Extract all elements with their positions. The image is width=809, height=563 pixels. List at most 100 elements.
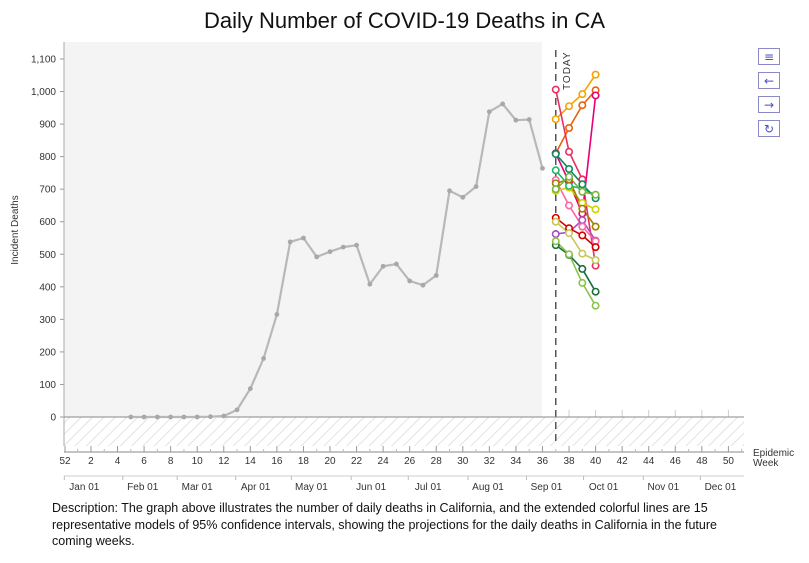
forecast-point xyxy=(578,278,587,287)
forecast-point xyxy=(565,123,574,132)
week-tick-label: 28 xyxy=(431,456,443,467)
forecast-point xyxy=(578,187,587,196)
forecast-point xyxy=(565,181,574,190)
forecast-point xyxy=(578,264,587,273)
observed-point xyxy=(301,235,306,241)
week-tick-label: 4 xyxy=(115,456,121,467)
week-tick-label: 2 xyxy=(88,456,94,467)
forecast-point xyxy=(591,287,600,296)
forecast-point xyxy=(591,205,600,214)
observed-point xyxy=(141,414,147,420)
week-tick-label: 14 xyxy=(245,456,257,467)
forecast-point xyxy=(591,70,600,79)
observed-point xyxy=(394,261,399,267)
forecast-series-line xyxy=(555,175,596,196)
week-tick-label: 32 xyxy=(484,456,496,467)
x-axis-label: Epidemic Week xyxy=(753,448,794,469)
forecast-point xyxy=(551,230,560,239)
observed-point xyxy=(274,312,280,317)
observed-point xyxy=(261,356,266,361)
week-tick-label: 42 xyxy=(617,456,629,467)
week-tick-label: 24 xyxy=(378,456,390,467)
week-tick-label: 16 xyxy=(271,456,283,467)
forecast-point xyxy=(578,249,587,258)
forecast-point xyxy=(578,204,587,213)
observed-point xyxy=(380,263,386,269)
forecast-series-line xyxy=(555,89,597,154)
forecast-chart: TODAY 0 100 200 300 400 500 600 700 800 900 1,000 1… xyxy=(10,42,794,493)
forecast-point xyxy=(565,147,574,156)
observed-point xyxy=(327,249,333,255)
menu-button[interactable]: ≡ xyxy=(758,48,780,65)
chart-description: Description: The graph above illustrates… xyxy=(52,501,717,548)
month-label: Feb 01 xyxy=(127,482,159,493)
refresh-button[interactable]: ↻ xyxy=(758,120,780,137)
forecast-point xyxy=(578,101,587,110)
observed-point xyxy=(513,117,519,123)
observed-point xyxy=(540,165,545,171)
y-tick-label: 700 xyxy=(39,185,56,196)
forecast-series-line xyxy=(555,217,597,248)
week-tick-label: 50 xyxy=(723,456,735,467)
y-tick-label: 100 xyxy=(39,380,56,391)
month-label: Jun 01 xyxy=(356,482,386,493)
forecast-point xyxy=(565,229,574,238)
month-label: Jul 01 xyxy=(415,482,442,493)
y-tick-label: 800 xyxy=(39,152,56,163)
week-tick-label: 10 xyxy=(192,456,204,467)
forecast-point xyxy=(578,216,587,225)
forward-button[interactable]: → xyxy=(758,96,780,113)
y-tick-label: 200 xyxy=(39,347,56,358)
forecast-point xyxy=(578,90,587,99)
forecast-point xyxy=(551,150,560,159)
y-tick-label: 500 xyxy=(39,250,56,261)
chart-title: Daily Number of COVID-19 Deaths in CA xyxy=(203,8,606,33)
y-tick-label: 600 xyxy=(39,217,56,228)
forecast-series-line xyxy=(555,179,597,242)
observed-point xyxy=(340,244,346,250)
month-label: Aug 01 xyxy=(472,482,504,493)
month-label: Sep 01 xyxy=(531,482,563,493)
observed-point xyxy=(526,117,532,122)
observed-point xyxy=(354,242,359,248)
forecast-point xyxy=(591,256,600,265)
forecast-series-line xyxy=(555,178,597,228)
forecast-series-line xyxy=(555,153,597,199)
forecast-series-line xyxy=(555,218,597,242)
forecast-point xyxy=(578,231,587,240)
week-tick-label: 46 xyxy=(670,456,682,467)
forecast-series-line xyxy=(555,74,597,120)
week-tick-label: 18 xyxy=(298,456,310,467)
below-zero-hatch xyxy=(64,417,744,446)
forecast-point xyxy=(565,165,574,174)
forecast-point xyxy=(565,201,574,210)
week-tick-label: 6 xyxy=(141,456,147,467)
observed-point xyxy=(447,188,452,194)
observed-point xyxy=(154,414,160,420)
forecast-point xyxy=(551,115,560,124)
forecast-point xyxy=(591,222,600,231)
month-label: Jan 01 xyxy=(69,482,99,493)
month-label: Apr 01 xyxy=(241,482,271,493)
observed-point xyxy=(486,109,492,115)
week-tick-label: 30 xyxy=(457,456,469,467)
observed-point xyxy=(314,254,320,260)
refresh-icon: ↻ xyxy=(763,122,775,136)
week-tick-label: 44 xyxy=(643,456,655,467)
month-label: Oct 01 xyxy=(589,482,619,493)
back-button[interactable]: ← xyxy=(758,72,780,89)
observed-point xyxy=(420,282,426,288)
forecast-point xyxy=(565,250,574,259)
week-tick-label: 20 xyxy=(324,456,336,467)
y-tick-label: 1,100 xyxy=(31,55,56,66)
y-tick-label: 400 xyxy=(39,282,56,293)
week-tick-label: 40 xyxy=(590,456,602,467)
week-tick-label: 34 xyxy=(510,456,522,467)
forecast-point xyxy=(551,166,560,175)
observed-point xyxy=(247,386,253,392)
week-tick-label: 22 xyxy=(351,456,363,467)
arrow-left-icon: ← xyxy=(763,74,775,88)
week-tick-label: 48 xyxy=(696,456,708,467)
menu-icon: ≡ xyxy=(763,50,775,64)
forecast-point xyxy=(551,185,560,194)
